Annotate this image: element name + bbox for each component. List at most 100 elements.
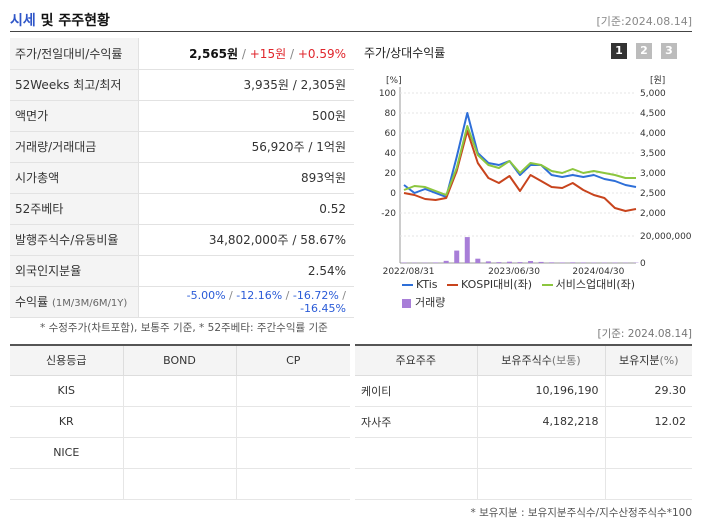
chart-legend: KTis KOSPI대비(좌) 서비스업대비(좌) 거래량 (402, 276, 641, 310)
holder-shares: 4,182,218 (477, 406, 606, 438)
table-row: 케이티 10,196,190 29.30 (355, 375, 692, 407)
holder-name: 케이티 (355, 375, 478, 407)
credit-cp (236, 468, 350, 500)
price-change-pct: +0.59% (297, 46, 346, 61)
chart-title: 주가/상대수익률 (364, 46, 446, 60)
return-1m: -5.00% (186, 288, 226, 302)
credit-agency: NICE (10, 437, 124, 469)
beta-value: 0.52 (319, 201, 346, 216)
row-return: 수익률 (1M/3M/6M/1Y) -5.00% / -12.16% / -16… (10, 286, 354, 317)
right-axis-unit: [원] (650, 75, 665, 86)
credit-bond (123, 468, 237, 500)
volume-bar (464, 237, 470, 263)
holder-name (355, 437, 478, 469)
legend-kospi: KOSPI대비(좌) (447, 276, 532, 292)
quote-table: 주가/전일대비/수익률 2,565원 / +15원 / +0.59% 52Wee… (10, 38, 354, 318)
credit-agency: KIS (10, 375, 124, 407)
row-52weeks: 52Weeks 최고/최저 3,935원 / 2,305원 (10, 69, 354, 100)
holder-name (355, 468, 478, 500)
volume-bar (580, 262, 586, 263)
current-price: 2,565원 (189, 46, 239, 61)
volume-bar (570, 262, 576, 263)
holders-col-shares-unit: (보통) (551, 354, 581, 368)
credit-bond (123, 375, 237, 407)
right-tick-label: 2,000 (640, 209, 666, 219)
chart-tab-1[interactable]: 1 (611, 43, 627, 59)
price-label: 주가/전일대비/수익률 (10, 38, 139, 69)
mcap-value: 893억원 (301, 171, 346, 185)
legend-ktis: KTis (402, 278, 438, 291)
title-rest: 및 주주현황 (40, 13, 110, 29)
series-ktis (403, 112, 637, 198)
volume-zero-label: 0 (640, 259, 646, 269)
series-sector (403, 125, 636, 196)
wk52-value: 3,935원 / 2,305원 (243, 78, 346, 92)
return-label-sub: (1M/3M/6M/1Y) (51, 298, 128, 309)
volume-tick-label: 20,000,000 (640, 232, 692, 242)
base-date: [기준:2024.08.14] (596, 15, 692, 28)
holder-pct (605, 437, 692, 469)
credit-col-rating: 신용등급 (10, 345, 124, 376)
holder-pct: 29.30 (605, 375, 692, 407)
holder-pct (605, 468, 692, 500)
holder-name: 자사주 (355, 406, 478, 438)
volume-bar (559, 262, 565, 263)
credit-col-bond: BOND (123, 345, 237, 376)
right-tick-label: 3,500 (640, 149, 666, 159)
credit-agency (10, 468, 124, 500)
right-tick-label: 4,500 (640, 109, 666, 119)
row-price: 주가/전일대비/수익률 2,565원 / +15원 / +0.59% (10, 38, 354, 69)
holders-footnote: * 보유지분 : 보유지분주식수/지수산정주식수*100 (470, 507, 692, 519)
volume-label: 거래량/거래대금 (10, 131, 139, 162)
foreign-value: 2.54% (307, 263, 346, 278)
volume-bar (454, 250, 460, 263)
left-tick-label: 60 (385, 129, 397, 139)
left-tick-label: 0 (390, 189, 396, 199)
credit-header-row: 신용등급 BOND CP (10, 345, 350, 376)
holder-shares (477, 468, 606, 500)
row-volume: 거래량/거래대금 56,920주 / 1억원 (10, 131, 354, 162)
row-mcap: 시가총액 893억원 (10, 162, 354, 193)
series-kospi (403, 130, 637, 212)
holders-col-pct-label: 보유지분 (618, 354, 660, 368)
price-change: +15원 (249, 46, 287, 61)
left-tick-label: 40 (385, 149, 397, 159)
mcap-label: 시가총액 (10, 162, 139, 193)
credit-cp (236, 406, 350, 438)
return-label-text: 수익률 (15, 295, 49, 309)
holders-header-row: 주요주주 보유주식수(보통) 보유지분(%) (355, 345, 692, 376)
table-row (10, 468, 350, 500)
row-shares: 발행주식수/유동비율 34,802,000주 / 58.67% (10, 224, 354, 255)
foreign-label: 외국인지분율 (10, 255, 139, 286)
right-tick-label: 4,000 (640, 129, 666, 139)
holders-base-date: [기준: 2024.08.14] (597, 328, 692, 340)
holders-col-name: 주요주주 (355, 345, 478, 376)
return-label: 수익률 (1M/3M/6M/1Y) (10, 286, 139, 317)
price-value: 2,565원 / +15원 / +0.59% (189, 46, 346, 61)
credit-bond (123, 406, 237, 438)
table-row: KR (10, 406, 350, 438)
credit-rating-table: 신용등급 BOND CP KIS KR NICE (10, 344, 350, 500)
volume-value: 56,920주 / 1억원 (251, 140, 346, 154)
chart-tab-2[interactable]: 2 (636, 43, 652, 59)
volume-bar (485, 261, 491, 263)
table-row (355, 437, 692, 469)
section-header: 시세 및 주주현황 [기준:2024.08.14] (10, 6, 692, 32)
volume-bar (538, 261, 544, 263)
volume-bar (506, 261, 512, 263)
wk52-label: 52Weeks 최고/최저 (10, 69, 139, 100)
left-tick-label: 100 (379, 89, 396, 99)
chart-tab-3[interactable]: 3 (661, 43, 677, 59)
shares-value: 34,802,000주 / 58.67% (208, 233, 346, 247)
volume-bar (433, 262, 439, 263)
row-par: 액면가 500원 (10, 100, 354, 131)
row-foreign: 외국인지분율 2.54% (10, 255, 354, 286)
volume-bar (517, 262, 523, 263)
title-highlight: 시세 (10, 13, 36, 29)
volume-bar (475, 258, 481, 263)
table-row: 자사주 4,182,218 12.02 (355, 406, 692, 438)
legend-sector: 서비스업대비(좌) (541, 276, 636, 292)
legend-sector-label: 서비스업대비(좌) (555, 278, 636, 291)
left-tick-label: 80 (385, 109, 397, 119)
table-row: NICE (10, 437, 350, 469)
